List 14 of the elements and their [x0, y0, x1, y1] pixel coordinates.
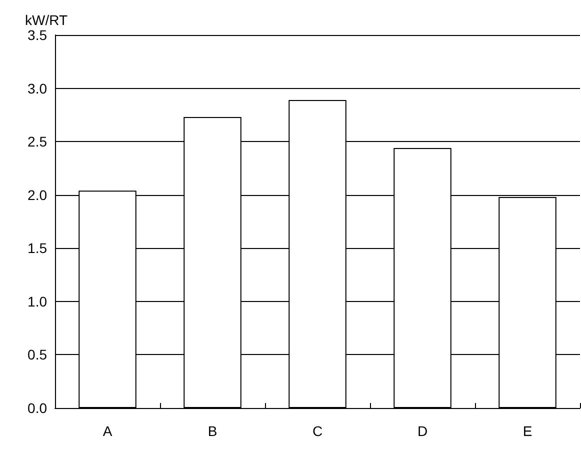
x-tick-label: B [208, 423, 218, 439]
y-axis-title: kW/RT [25, 12, 68, 28]
y-tick-label: 2.5 [28, 134, 48, 150]
x-tick-label: E [522, 423, 532, 439]
y-tick-label: 3.5 [28, 27, 48, 43]
x-tick-label: D [417, 423, 428, 439]
y-tick-label: 1.0 [28, 293, 48, 310]
y-tick-label: 1.5 [28, 240, 48, 256]
y-tick-label: 2.0 [28, 186, 48, 203]
y-tick-label: 0.5 [28, 346, 48, 363]
y-tick-label: 0.0 [28, 400, 48, 416]
x-tick-label: C [312, 423, 323, 439]
y-tick-label: 3.0 [28, 80, 48, 96]
x-tick-label: A [102, 423, 113, 439]
